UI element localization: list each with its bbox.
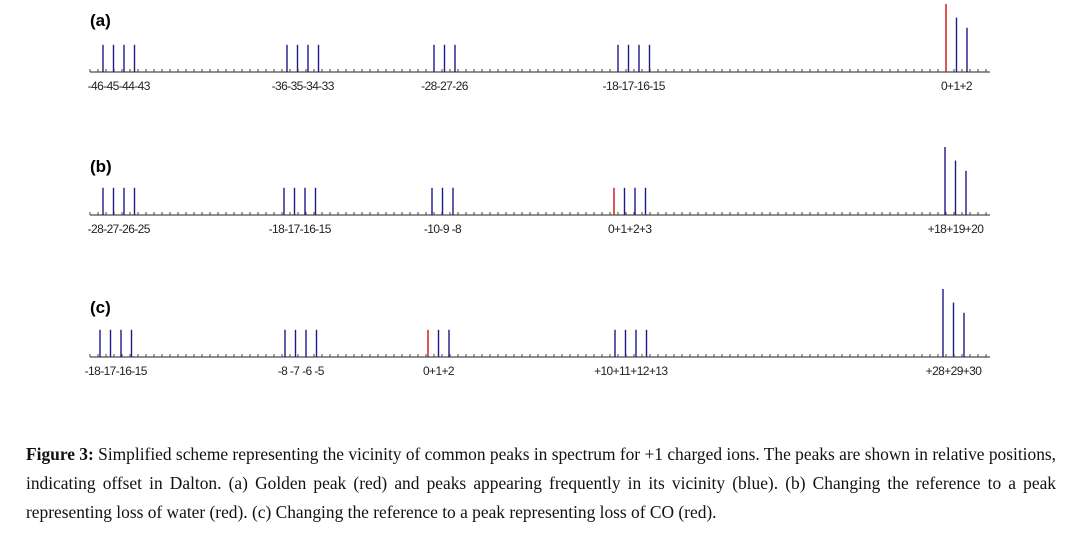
panel-label: (c) [90,298,111,317]
group-label: -18-17-16-15 [85,364,148,378]
group-label: -8 -7 -6 -5 [278,364,325,378]
figure-diagram: (a) -46-45-44-43 -36-35-34-33 -28-27-26 -18-… [85,4,990,378]
panel-label: (b) [90,157,112,176]
group-label: +10+11+12+13 [594,364,668,378]
group-label: 0+1+2 [423,364,455,378]
figure-caption: Figure 3: Simplified scheme representing… [26,440,1056,527]
panel-b: (b) -28-27-26-25 -18-17-16-15 -10-9 -8 0+1+2… [88,147,990,236]
group-label: -28-27-26 [421,79,469,93]
caption-text: Simplified scheme representing the vicin… [26,444,1056,522]
panel-c: (c) -18-17-16-15 -8 -7 -6 -5 0+1+2 +10+11+12… [85,289,990,378]
group-label: -10-9 -8 [424,222,462,236]
group-label: -18-17-16-15 [269,222,332,236]
group-label: +18+19+20 [928,222,985,236]
group-label: -28-27-26-25 [88,222,151,236]
caption-label: Figure 3: [26,444,94,464]
group-label: -46-45-44-43 [88,79,151,93]
group-label: +28+29+30 [926,364,983,378]
group-label: 0+1+2 [941,79,973,93]
panel-a: (a) -46-45-44-43 -36-35-34-33 -28-27-26 -18-… [88,4,990,93]
group-label: -36-35-34-33 [272,79,335,93]
panel-label: (a) [90,11,111,30]
group-label: -18-17-16-15 [603,79,666,93]
group-label: 0+1+2+3 [608,222,652,236]
